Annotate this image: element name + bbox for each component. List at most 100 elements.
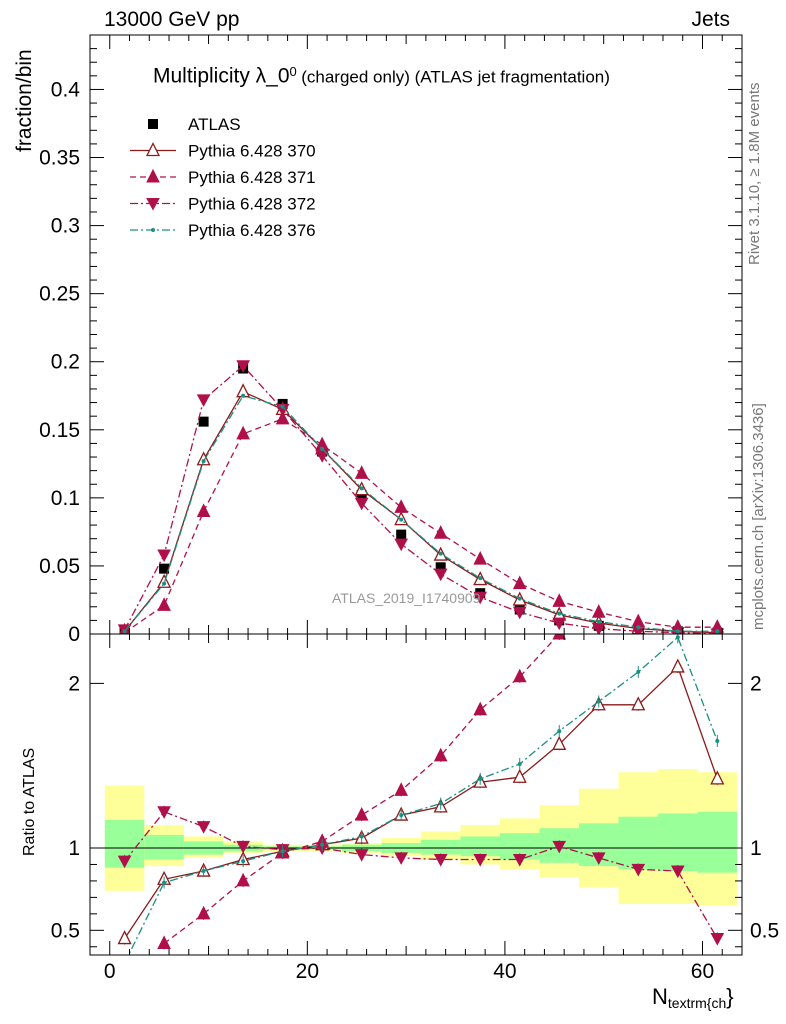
x-tick-label: 0 (104, 960, 116, 983)
legend-label: Pythia 6.428 376 (188, 221, 316, 240)
data-point (241, 859, 246, 864)
y-tick-label: 0.25 (39, 283, 80, 306)
data-point (552, 593, 567, 607)
data-point (512, 606, 527, 620)
data-point (394, 782, 408, 796)
data-point (198, 416, 209, 427)
data-point (512, 768, 527, 783)
y-tick-label: 0.2 (51, 351, 80, 374)
plot-title-sup: 0 (289, 64, 297, 79)
data-point (591, 604, 606, 618)
legend-entry: ATLAS (148, 115, 241, 134)
data-point (162, 581, 167, 586)
series-main-4 (122, 393, 720, 634)
data-point (236, 360, 250, 373)
series-ratio-2 (117, 805, 725, 946)
data-point (196, 503, 211, 517)
legend-entry: Pythia 6.428 376 (130, 221, 316, 240)
ratio-y-tick-label-right: 0.5 (750, 919, 779, 942)
data-point (433, 525, 448, 539)
x-tick-label: 60 (691, 960, 714, 983)
legend-entry: Pythia 6.428 371 (130, 168, 316, 187)
data-point (354, 806, 369, 821)
ratio-y-tick-label-right: 1 (750, 837, 762, 860)
x-tick-label: 40 (493, 960, 516, 983)
data-point (394, 499, 408, 513)
legend-marker (146, 168, 160, 183)
series-line (124, 418, 718, 634)
data-point (399, 517, 404, 522)
data-point (275, 403, 290, 417)
data-point (162, 880, 167, 885)
inner-band-bin (144, 834, 184, 860)
data-point (123, 961, 127, 965)
ratio-plot-frame (89, 633, 743, 956)
series-line (124, 364, 718, 634)
legend-marker (145, 142, 161, 157)
data-point (710, 770, 725, 785)
y-tick-label: 0.1 (51, 487, 80, 510)
data-point (512, 668, 527, 683)
data-point (117, 930, 132, 945)
data-point (157, 549, 171, 563)
data-point (670, 865, 685, 879)
data-point (715, 629, 720, 634)
y-tick-label: 0.35 (39, 147, 80, 170)
data-point (399, 813, 404, 818)
y-tick-label: 0.05 (39, 555, 80, 578)
ratio-uncertainty-bands (104, 768, 738, 906)
data-point (394, 852, 409, 865)
inner-band-bin (658, 813, 698, 872)
plot-title: Multiplicity λ_00 (charged only) (ATLAS … (153, 64, 610, 88)
data-point (435, 562, 446, 573)
upper-y-axis-label: fraction/bin (13, 49, 36, 152)
data-point (552, 840, 567, 854)
data-point (473, 701, 488, 716)
data-point (631, 696, 646, 711)
legend-label: ATLAS (188, 115, 241, 134)
data-point (354, 849, 369, 862)
data-point (433, 747, 448, 762)
data-point (201, 869, 206, 874)
x-axis-label-sub: textrm{ch (667, 995, 727, 1012)
series-line (127, 636, 718, 955)
data-point (552, 634, 567, 640)
data-point (715, 739, 720, 743)
data-point (157, 806, 171, 819)
data-point (157, 573, 172, 588)
data-point (280, 849, 285, 854)
data-point (320, 446, 325, 451)
data-point (236, 840, 250, 854)
data-point (196, 821, 211, 834)
ratio-y-tick-label: 1 (68, 837, 80, 860)
x-axis-label-main: N (652, 984, 668, 1009)
data-point (117, 855, 132, 869)
data-point (275, 410, 290, 425)
series-line (163, 634, 560, 945)
data-point (675, 635, 680, 640)
data-point (596, 619, 601, 624)
data-point (557, 611, 562, 616)
legend-label: Pythia 6.428 372 (188, 195, 316, 214)
data-point (196, 905, 211, 920)
plot-title-sub: (charged only) (ATLAS jet fragmentation) (301, 67, 610, 87)
data-point (636, 625, 641, 630)
data-point (517, 596, 522, 601)
ratio-y-axis-label: Ratio to ATLAS (21, 747, 38, 856)
category-label: Jets (691, 8, 730, 31)
ratio-y-tick-label: 0.5 (51, 919, 80, 942)
inner-band-bin (460, 836, 500, 857)
data-point (473, 591, 488, 605)
y-tick-label: 0.3 (51, 215, 80, 238)
data-point (478, 576, 483, 581)
data-point (354, 465, 369, 479)
data-point (675, 629, 680, 634)
data-point (591, 852, 606, 865)
data-point (396, 529, 407, 540)
series-line (124, 395, 718, 632)
legend-label: Pythia 6.428 371 (188, 168, 316, 187)
data-point (201, 459, 206, 464)
legend-entry: Pythia 6.428 372 (130, 195, 316, 214)
data-point (438, 801, 443, 806)
